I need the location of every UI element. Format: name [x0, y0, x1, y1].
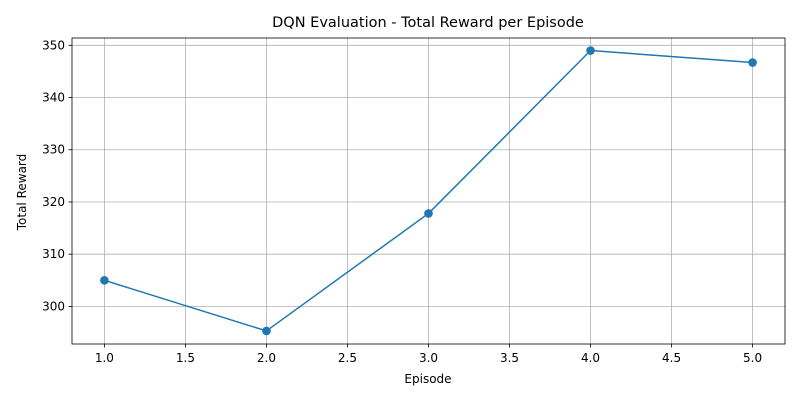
- x-axis: 1.0 1.5 2.0 2.5 3.0 3.5 4.0 4.5 5.0: [95, 344, 762, 365]
- x-tick-label: 1.5: [176, 351, 195, 365]
- y-axis: 300 310 320 330 340 350: [42, 38, 72, 313]
- chart-title: DQN Evaluation - Total Reward per Episod…: [272, 15, 584, 31]
- x-tick-label: 4.5: [662, 351, 681, 365]
- data-point: [262, 326, 271, 336]
- grid: [72, 38, 785, 344]
- x-tick-label: 4.0: [581, 351, 600, 365]
- y-tick-label: 340: [42, 91, 65, 105]
- x-tick-label: 3.5: [500, 351, 519, 365]
- y-tick-label: 320: [42, 195, 65, 209]
- series: [100, 46, 757, 336]
- x-tick-label: 5.0: [743, 351, 762, 365]
- x-tick-label: 2.0: [257, 351, 276, 365]
- data-point: [748, 58, 757, 67]
- y-axis-title: Total Reward: [15, 154, 29, 232]
- y-tick-label: 310: [42, 247, 65, 261]
- data-point: [424, 209, 433, 218]
- x-tick-label: 2.5: [338, 351, 357, 365]
- y-tick-label: 350: [42, 38, 65, 52]
- x-tick-label: 1.0: [95, 351, 114, 365]
- y-tick-label: 300: [42, 299, 65, 313]
- data-point: [586, 46, 595, 55]
- y-tick-label: 330: [42, 143, 65, 157]
- x-axis-title: Episode: [404, 372, 451, 386]
- data-point: [100, 275, 109, 285]
- x-tick-label: 3.0: [419, 351, 438, 365]
